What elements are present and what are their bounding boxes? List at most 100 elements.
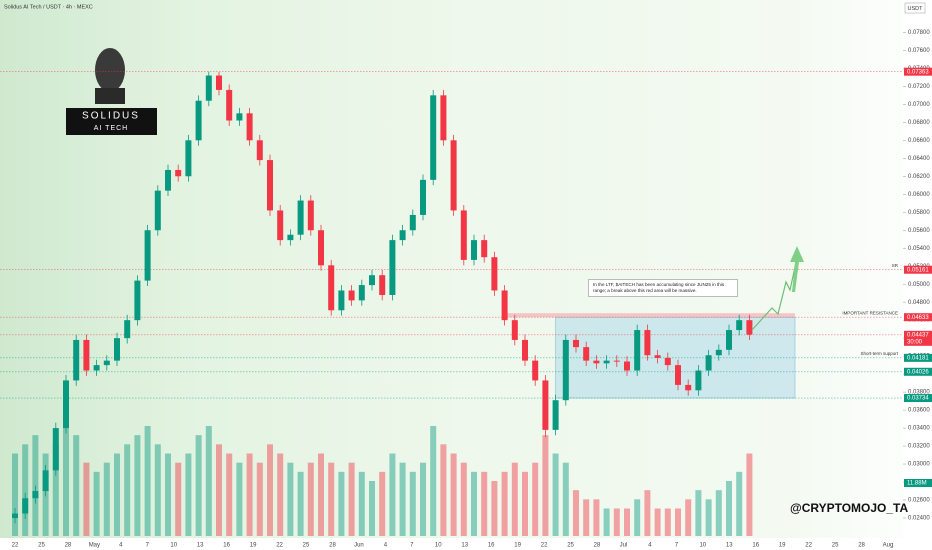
y-tick-label: 0.05600 (908, 228, 930, 234)
volume-bar (562, 462, 569, 536)
candle-body (226, 89, 233, 121)
axis: 0.024000.026000.028000.030000.032000.034… (12, 30, 932, 549)
candle-body (532, 360, 539, 381)
price-tag-label: 0.04633 (907, 315, 929, 321)
x-tick-label: 13 (197, 543, 204, 549)
x-tick-label: 22 (12, 543, 19, 549)
candle-body (624, 361, 630, 371)
candle-body (552, 400, 559, 430)
x-tick-label: Jun (354, 543, 364, 549)
volume-bar (715, 490, 722, 536)
volume-bar (32, 435, 39, 536)
volume-bar (297, 471, 304, 536)
candle-body (450, 140, 457, 211)
candle-body (603, 360, 610, 364)
level-note: SR (892, 263, 899, 268)
chart-title: Solidus AI Tech / USDT · 4h · MEXC (4, 4, 93, 10)
watermark: @CRYPTOMOJO_TA (790, 501, 908, 515)
candle-body (73, 339, 80, 381)
candles (12, 71, 753, 524)
volume-bar (93, 471, 100, 536)
candle-body (481, 240, 488, 258)
candle-body (32, 491, 39, 499)
y-tick-label: 0.03000 (908, 462, 930, 468)
candle-body (675, 365, 681, 385)
level-note: IMPORTANT RESISTANCE (842, 310, 898, 315)
x-tick-label: 19 (250, 543, 257, 549)
volume-bar (460, 462, 467, 536)
volume-bar (440, 444, 447, 536)
volume-bar (256, 462, 263, 536)
volume-tag (904, 479, 932, 487)
y-tick-label: 0.02600 (908, 498, 930, 504)
x-tick-label: 16 (488, 543, 495, 549)
candle-body (338, 290, 345, 311)
x-tick-label: 16 (223, 543, 230, 549)
volume-bar (205, 426, 212, 536)
candle-body (491, 257, 498, 291)
annotation: In the LTF, $AITECH has been accumulatin… (588, 279, 738, 297)
volume-bar (114, 453, 120, 536)
y-tick-label: 0.07200 (908, 84, 930, 90)
y-tick-label: 0.02400 (908, 516, 930, 522)
x-tick-label: 25 (832, 543, 839, 549)
candle-body (297, 200, 304, 235)
candle-body (246, 113, 253, 141)
candle-body (124, 320, 131, 339)
x-tick-label: Aug (883, 543, 894, 549)
x-tick-label: 25 (303, 543, 310, 549)
volume-bar (583, 499, 590, 536)
price-axis (903, 0, 932, 550)
volume-bar (165, 453, 171, 536)
volume-bar (103, 462, 110, 536)
volume-bar (277, 453, 284, 536)
y-tick-label: 0.06200 (908, 174, 930, 180)
x-tick-label: May (89, 543, 100, 549)
candle-body (52, 428, 59, 471)
logo-line1: SOLIDUS (82, 111, 140, 122)
volume-bar (522, 471, 528, 536)
y-tick-label: 0.06600 (908, 138, 930, 144)
candle-body (267, 160, 273, 211)
candle-body (379, 275, 386, 295)
volume-bar (287, 462, 294, 536)
volume-bar (593, 499, 600, 536)
volume-bar (409, 471, 416, 536)
x-tick-label: 19 (779, 543, 786, 549)
y-tick-label: 0.05400 (908, 246, 930, 252)
x-tick-label: 22 (276, 543, 283, 549)
y-tick-label: 0.07800 (908, 30, 930, 36)
price-tag-label: 0.04026 (907, 369, 929, 375)
x-tick-label: 22 (541, 543, 548, 549)
candle-body (307, 200, 314, 231)
candle-body (613, 360, 620, 362)
price-tag-label: 0.03734 (907, 396, 929, 402)
x-tick-label: 25 (38, 543, 45, 549)
price-tag-label: 0.07363 (907, 69, 929, 75)
y-tick-label: 0.03600 (908, 408, 930, 414)
y-tick-label: 0.07000 (908, 102, 930, 108)
y-tick-label: 0.06800 (908, 120, 930, 126)
candle-body (195, 100, 202, 141)
candle-body (165, 169, 171, 191)
volume-bar (675, 508, 681, 536)
volume-bar (624, 508, 630, 536)
volume-bar (134, 435, 141, 536)
volume-bar (634, 499, 641, 536)
y-tick-label: 0.07600 (908, 48, 930, 54)
volume-bar (685, 499, 692, 536)
x-tick-label: 13 (461, 543, 468, 549)
x-tick-label: 22 (805, 543, 812, 549)
x-tick-label: 19 (514, 543, 521, 549)
volume-bar (338, 471, 345, 536)
volume-bar (52, 444, 59, 536)
x-tick-label: 28 (65, 543, 72, 549)
volume-bar (654, 508, 661, 536)
x-tick-label: 10 (170, 543, 177, 549)
price-tag (904, 265, 932, 274)
y-tick-label: 0.03800 (908, 390, 930, 396)
candle-body (746, 320, 753, 335)
candle-body (12, 513, 18, 519)
candle-body (685, 384, 692, 391)
